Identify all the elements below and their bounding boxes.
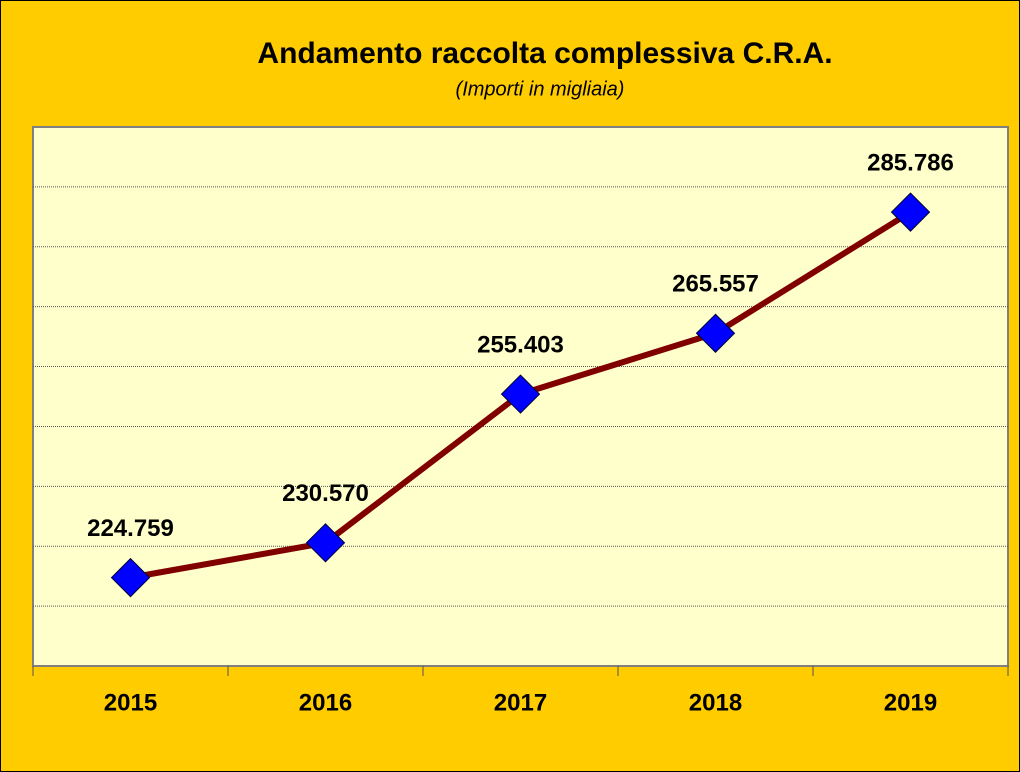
marker: [695, 313, 736, 353]
marker: [110, 557, 151, 598]
x-tick-label: 2015: [104, 689, 157, 716]
data-label: 230.570: [282, 480, 369, 507]
data-label: 265.557: [672, 271, 759, 298]
data-label: 285.786: [867, 149, 954, 176]
data-label: 224.759: [87, 515, 174, 542]
marker: [500, 374, 541, 414]
chart-subtitle: (Importi in migliaia): [456, 78, 625, 100]
chart-title: Andamento raccolta complessiva C.R.A.: [257, 37, 832, 70]
marker: [305, 523, 346, 563]
x-tick-label: 2018: [689, 689, 742, 716]
data-label: 255.403: [477, 331, 564, 358]
x-tick-label: 2016: [299, 689, 352, 716]
x-tick-label: 2019: [884, 689, 937, 716]
marker: [890, 192, 931, 232]
x-tick-label: 2017: [494, 689, 547, 716]
